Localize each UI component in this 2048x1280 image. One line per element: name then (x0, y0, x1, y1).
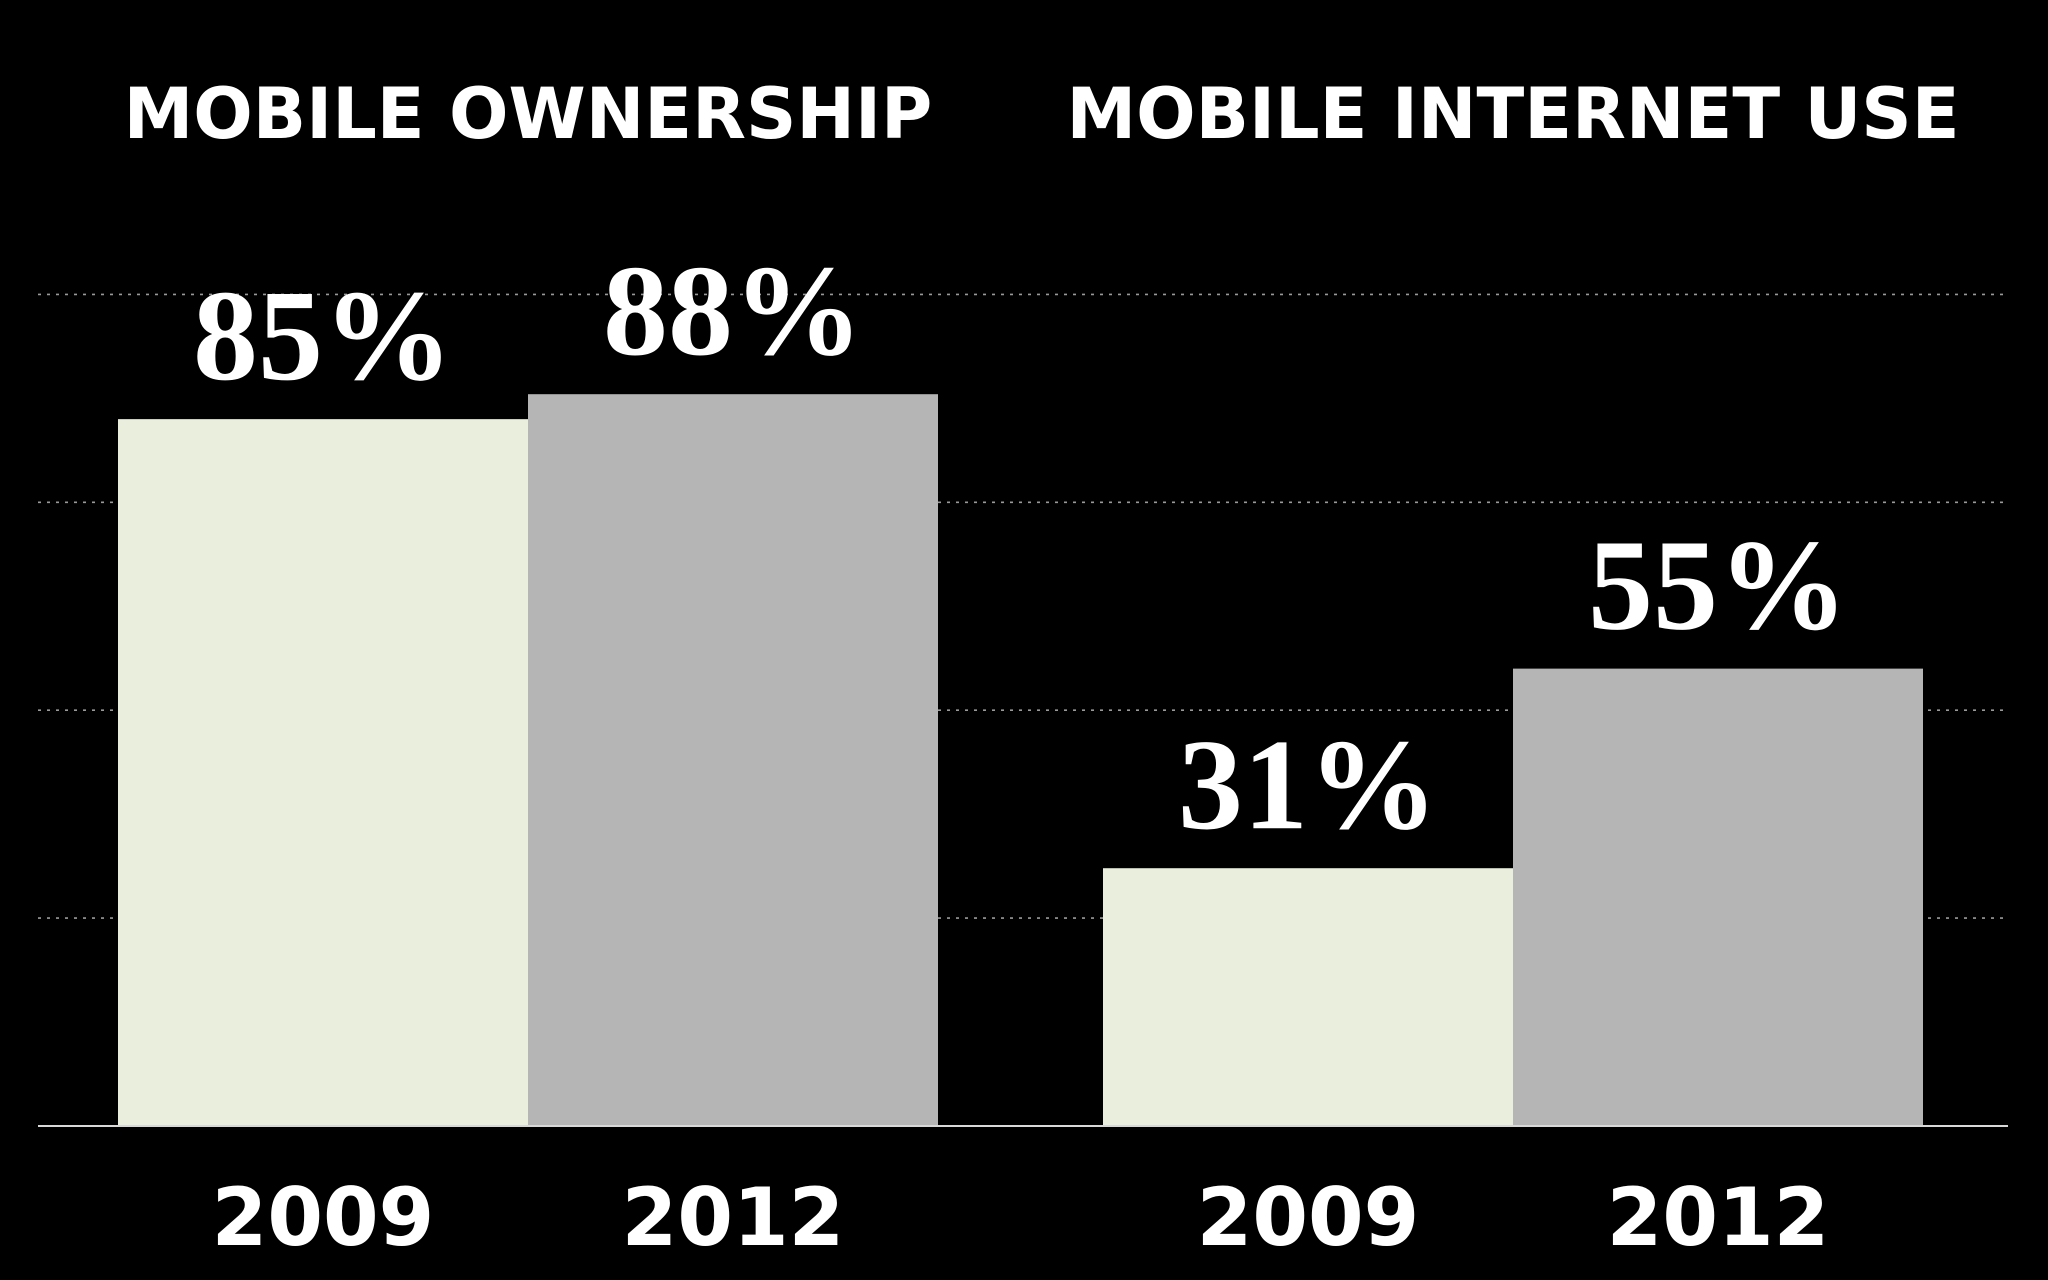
category-label: 2012 (622, 1171, 845, 1264)
category-label: 2009 (212, 1171, 435, 1264)
bar (118, 419, 528, 1126)
bar (1513, 668, 1923, 1126)
data-label: 88% (603, 239, 863, 383)
data-label: 55% (1588, 514, 1848, 658)
category-label: 2012 (1607, 1171, 1830, 1264)
group-title: MOBILE INTERNET USE (1066, 73, 1959, 155)
bars (118, 394, 1923, 1126)
group-title: MOBILE OWNERSHIP (124, 73, 933, 155)
data-label: 85% (193, 264, 453, 408)
bar (528, 394, 938, 1126)
labels: MOBILE OWNERSHIP 85% 2009 88% 2012 MOBILE INT… (124, 73, 1960, 1264)
bar (1103, 868, 1513, 1126)
category-label: 2009 (1197, 1171, 1420, 1264)
data-label: 31% (1178, 713, 1438, 857)
